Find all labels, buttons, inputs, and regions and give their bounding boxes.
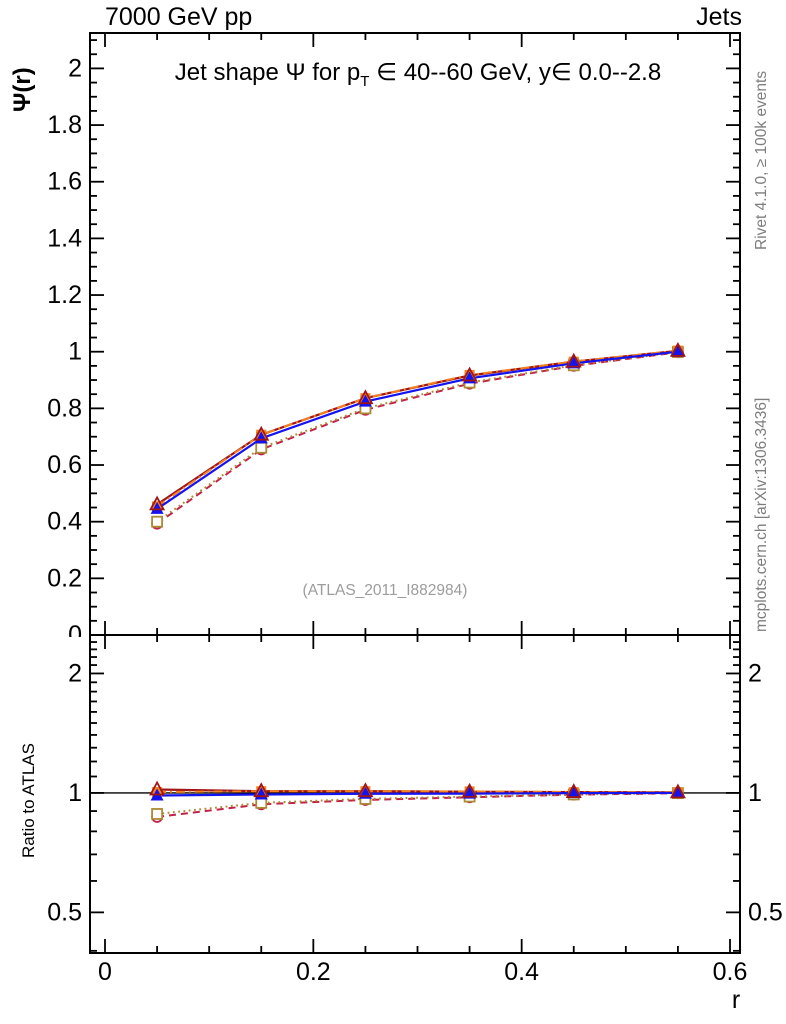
series-line xyxy=(156,350,679,510)
marker-open-triangle xyxy=(253,782,270,798)
marker-open-square xyxy=(151,515,163,528)
marker-filled-triangle xyxy=(567,786,581,799)
marker-open-triangle xyxy=(461,782,478,798)
tick-label: 1.8 xyxy=(47,111,82,139)
marker-open-triangle xyxy=(357,389,374,405)
marker-open-triangle xyxy=(149,780,166,796)
tick-label: 0.2 xyxy=(47,564,82,592)
tick-label: 0.6 xyxy=(713,958,748,986)
marker-open-triangle xyxy=(565,783,582,798)
mcplots-arxiv-note: mcplots.cern.ch [arXiv:1306.3436] xyxy=(753,398,770,632)
tick-label: 0 xyxy=(68,621,82,649)
tick-label: 0.8 xyxy=(47,394,82,422)
marker-open-triangle xyxy=(253,425,270,441)
tick-label: 2 xyxy=(748,659,762,687)
x-axis-title: r xyxy=(732,986,740,1014)
marker-open-square xyxy=(151,808,163,820)
tick-label: 1.6 xyxy=(47,168,82,196)
tick-label: 2 xyxy=(68,54,82,82)
chart-layer: 0 0.2 0.4 0.6 0.8 1 1.2 1.4 1.6 1.8 2 0.5 0.5 1 1 2 2 0 0.… xyxy=(47,32,783,986)
marker-filled-triangle xyxy=(567,356,581,369)
marker-filled-triangle xyxy=(150,501,164,514)
marker-open-triangle xyxy=(149,495,166,511)
series-line xyxy=(157,791,678,797)
tick-label: 2 xyxy=(68,659,82,687)
marker-open-triangle xyxy=(461,366,478,382)
series-line xyxy=(156,350,679,523)
series-line xyxy=(156,349,679,506)
header-right: Jets xyxy=(696,3,742,31)
analysis-watermark: (ATLAS_2011_I882984) xyxy=(303,582,468,599)
marker-open-triangle xyxy=(565,352,582,368)
tick-label: 0.5 xyxy=(748,898,783,926)
marker-open-square xyxy=(255,441,268,454)
tick-label: 1 xyxy=(68,338,82,366)
header-left: 7000 GeV pp xyxy=(105,3,252,31)
rivet-version-note: Rivet 4.1.0, ≥ 100k events xyxy=(753,71,770,250)
series-line xyxy=(156,351,679,525)
ratio-panel-frame xyxy=(89,634,741,954)
main-y-tick-labels: 0 0.2 0.4 0.6 0.8 1 1.2 1.4 1.6 1.8 2 xyxy=(47,54,82,649)
tick-label: 0 xyxy=(98,958,112,986)
tick-label: 0.2 xyxy=(296,958,331,986)
plot-title: Jet shape Ψ for pT ∈ 40--60 GeV, y∈ 0.0-… xyxy=(175,59,661,90)
main-y-axis-title: Ψ(r) xyxy=(9,67,36,112)
marker-open-triangle xyxy=(357,782,374,798)
marker-filled-triangle xyxy=(671,785,685,798)
tick-label: 0.4 xyxy=(504,958,539,986)
tick-label: 0.4 xyxy=(47,508,82,536)
series-line xyxy=(156,792,678,815)
tick-label: 1.2 xyxy=(47,281,82,309)
marker-filled-triangle xyxy=(671,344,685,357)
tick-label: 0.6 xyxy=(47,451,82,479)
series-line xyxy=(156,349,679,508)
main-panel-frame xyxy=(89,32,741,636)
tick-label: 1.4 xyxy=(47,224,82,252)
tick-label: 1 xyxy=(748,779,762,807)
marker-open-triangle xyxy=(669,783,686,799)
tick-label: 1 xyxy=(68,779,82,807)
marker-filled-triangle xyxy=(463,786,477,799)
ratio-y-axis-title: Ratio to ATLAS xyxy=(19,743,38,858)
tick-label: 0.5 xyxy=(47,898,82,926)
marker-open-triangle xyxy=(669,341,686,357)
